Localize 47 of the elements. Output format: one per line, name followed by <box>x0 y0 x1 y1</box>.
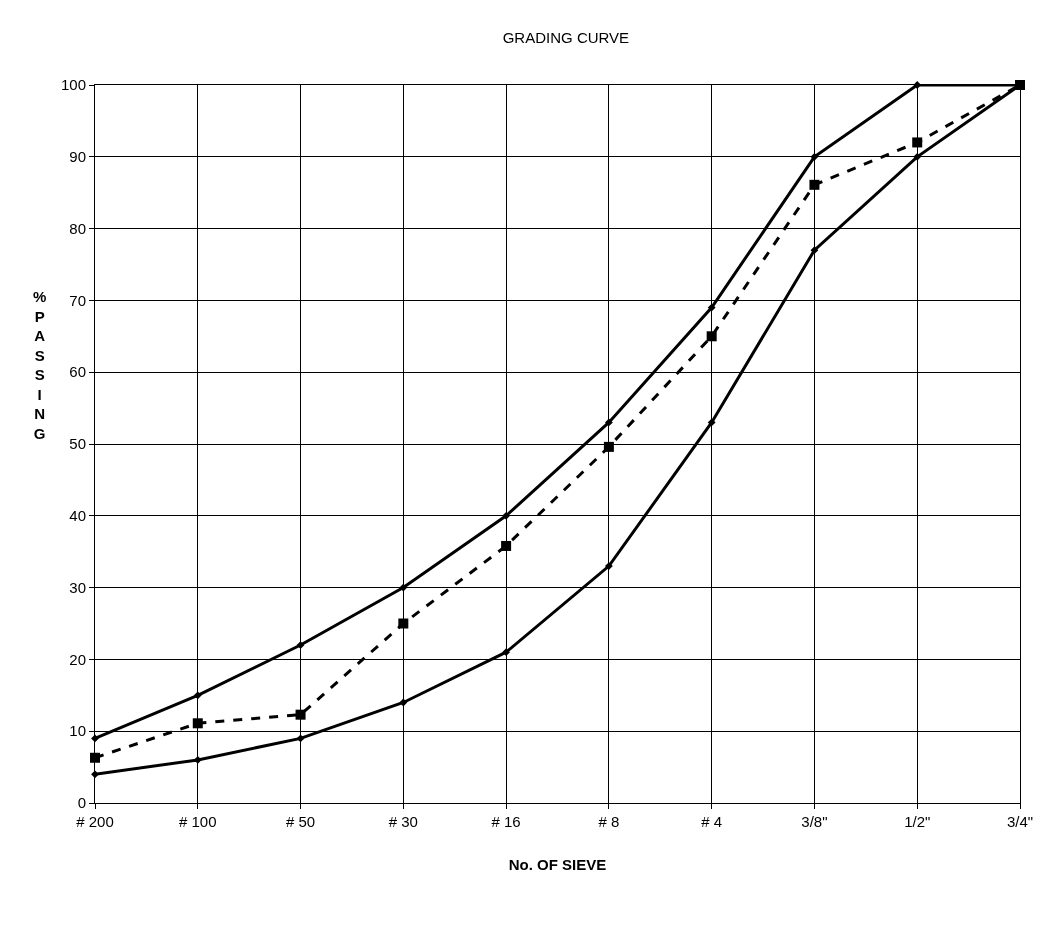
point <box>604 418 613 427</box>
point <box>810 246 819 255</box>
y-tick-label: 90 <box>69 148 86 166</box>
x-tick-label: 3/4" <box>1006 813 1034 830</box>
point <box>296 734 305 743</box>
x-tick-label: # 30 <box>388 813 418 830</box>
y-tick-label: 40 <box>69 507 86 525</box>
point <box>193 691 202 700</box>
point <box>399 698 408 707</box>
x-tick-label: 1/2" <box>904 813 931 830</box>
x-tick-label: 3/8" <box>801 813 828 830</box>
point <box>604 562 613 570</box>
point <box>707 418 716 427</box>
point <box>810 152 819 161</box>
point <box>706 331 717 342</box>
point <box>192 718 203 729</box>
y-tick-label: 70 <box>69 291 86 309</box>
point <box>707 303 716 312</box>
x-axis-title: No. OF SIEVE <box>508 856 607 873</box>
chart-title: GRADING CURVE <box>502 29 630 47</box>
point <box>913 152 922 161</box>
point <box>90 752 100 763</box>
y-tick-label: 80 <box>69 219 86 237</box>
x-tick-label: # 200 <box>76 813 114 830</box>
point <box>295 709 306 720</box>
point <box>502 511 511 520</box>
point <box>912 137 923 148</box>
x-tick-label: # 100 <box>179 813 217 830</box>
y-tick-label: 100 <box>60 76 86 94</box>
point <box>398 618 409 629</box>
x-tick-label: # 16 <box>491 813 521 830</box>
point <box>502 648 511 657</box>
x-tick-label: # 8 <box>598 813 620 830</box>
point <box>399 583 408 592</box>
point <box>809 179 820 190</box>
y-tick-label: 10 <box>69 722 86 740</box>
y-tick-label: 0 <box>77 794 86 812</box>
point <box>603 441 614 452</box>
point <box>501 540 512 551</box>
y-tick-label: 30 <box>69 578 86 596</box>
y-axis-title: % PASSING <box>33 288 47 442</box>
y-tick-label: 20 <box>69 650 86 668</box>
y-tick-label: 60 <box>69 363 86 381</box>
x-tick-label: # 4 <box>701 813 723 830</box>
point <box>296 641 305 649</box>
y-tick-label: 50 <box>69 435 86 453</box>
x-tick-label: # 50 <box>285 813 316 830</box>
